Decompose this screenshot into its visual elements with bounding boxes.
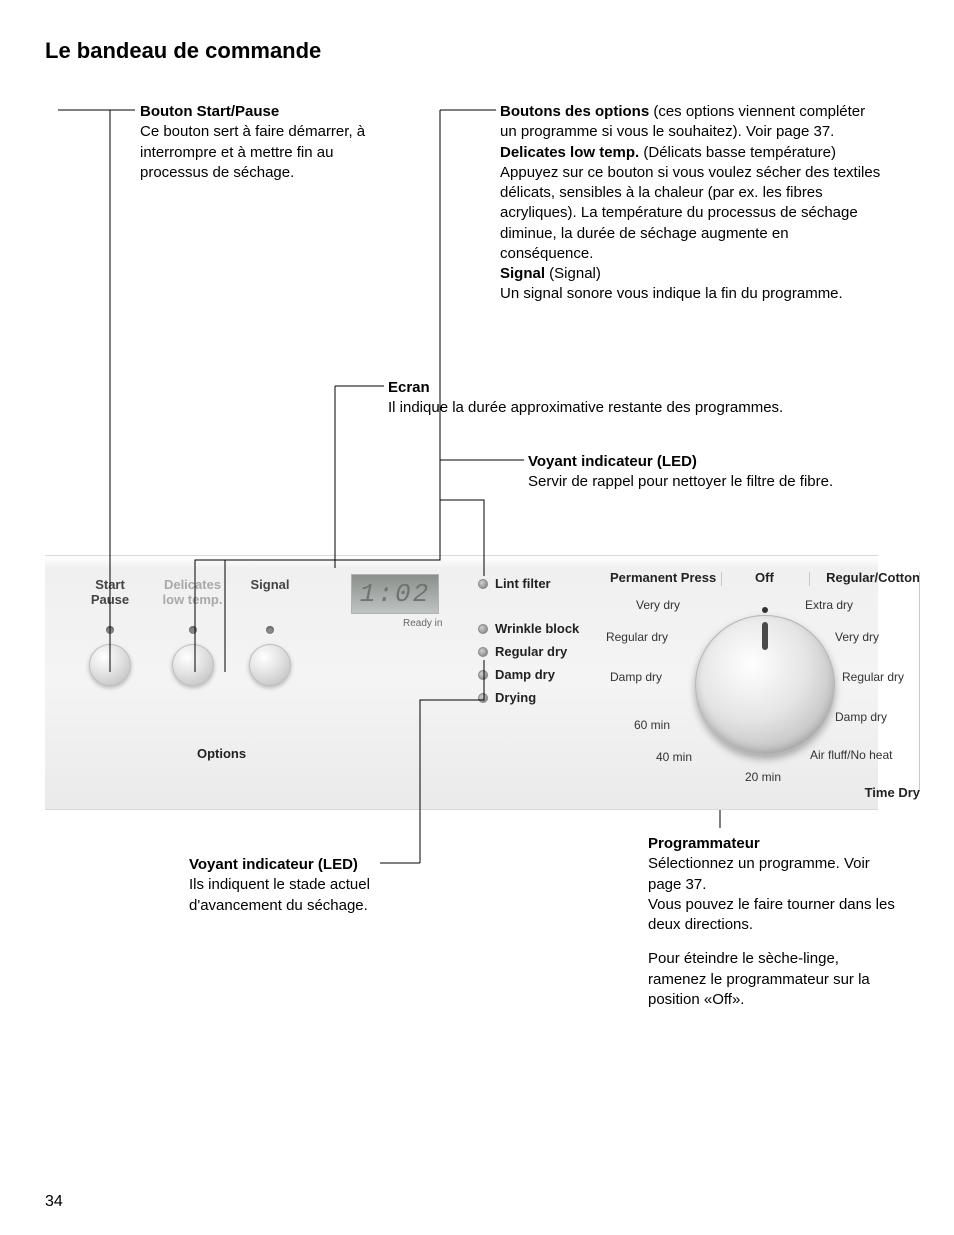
led-dot: [189, 626, 197, 634]
dial-label: 40 min: [656, 750, 692, 764]
lint-filter-led: Lint filter: [478, 576, 579, 591]
callout-subhead: Signal: [500, 265, 545, 282]
callout-heading: Voyant indicateur (LED): [189, 856, 358, 873]
callout-body: Vous pouvez le faire tourner dans les de…: [648, 896, 895, 933]
led-icon: [478, 693, 488, 703]
wrinkle-block-led: Wrinkle block: [478, 621, 579, 636]
program-dial[interactable]: [695, 615, 835, 755]
dial-label: 20 min: [745, 770, 781, 784]
dial-pointer-icon: [762, 607, 768, 613]
callout-body: Sélectionnez un programme. Voir page 37.: [648, 855, 870, 892]
start-pause-label: StartPause: [85, 578, 135, 608]
dial-label: Regular dry: [842, 670, 904, 684]
dial-label: Damp dry: [610, 670, 662, 684]
dial-label: Extra dry: [805, 598, 853, 612]
start-pause-column: StartPause: [85, 578, 135, 686]
page-number: 34: [45, 1193, 63, 1211]
dial-label: 60 min: [634, 718, 670, 732]
callout-body: Servir de rappel pour nettoyer le filtre…: [528, 473, 833, 490]
dial-label: Very dry: [636, 598, 680, 612]
dial-label: Regular dry: [606, 630, 668, 644]
dial-divider: [721, 572, 722, 586]
callout-body: Ce bouton sert à faire démarrer, à inter…: [140, 123, 365, 181]
callout-ecran: Ecran Il indique la durée approximative …: [388, 378, 888, 419]
control-panel: StartPause Delicateslow temp. Signal Opt…: [45, 555, 878, 810]
regular-cotton-heading: Regular/Cotton: [826, 570, 920, 585]
options-group-label: Options: [197, 746, 246, 761]
callout-programmateur: Programmateur Sélectionnez un programme.…: [648, 834, 898, 1010]
page-title: Le bandeau de commande: [45, 38, 321, 64]
callout-body: Un signal sonore vous indique la fin du …: [500, 285, 843, 302]
callout-body: Ils indiquent le stade actuel d'avanceme…: [189, 876, 370, 913]
time-dry-heading: Time Dry: [865, 785, 920, 800]
callout-heading: Ecran: [388, 379, 430, 396]
led-icon: [478, 647, 488, 657]
status-led-list: Lint filter Wrinkle block Regular dry Da…: [478, 576, 579, 713]
callout-stage-led: Voyant indicateur (LED) Ils indiquent le…: [189, 855, 409, 916]
callout-heading: Voyant indicateur (LED): [528, 453, 697, 470]
led-icon: [478, 670, 488, 680]
dial-label: Damp dry: [835, 710, 887, 724]
callout-subhead: Delicates low temp.: [500, 144, 639, 161]
delicates-label: Delicateslow temp.: [160, 578, 225, 608]
delicates-button[interactable]: [172, 644, 214, 686]
dial-divider: [809, 572, 810, 586]
callout-body: Pour éteindre le sèche-linge, ramenez le…: [648, 950, 870, 1008]
callout-body: Il indique la durée approximative restan…: [388, 399, 783, 416]
callout-lint-led: Voyant indicateur (LED) Servir de rappel…: [528, 452, 908, 493]
callout-heading: Bouton Start/Pause: [140, 103, 279, 120]
dial-divider: [919, 572, 920, 790]
signal-label: Signal: [245, 578, 295, 608]
ready-in-label: Ready in: [403, 618, 442, 629]
program-dial-area: Permanent Press Off Regular/Cotton Time …: [610, 570, 920, 800]
callout-start-pause: Bouton Start/Pause Ce bouton sert à fair…: [140, 102, 380, 183]
off-heading: Off: [755, 570, 774, 585]
led-icon: [478, 624, 488, 634]
regular-dry-led: Regular dry: [478, 644, 579, 659]
callout-text: (Délicats basse température): [639, 144, 836, 161]
signal-column: Signal: [245, 578, 295, 686]
callout-options: Boutons des options (ces options viennen…: [500, 102, 885, 305]
led-dot: [266, 626, 274, 634]
delicates-column: Delicateslow temp.: [160, 578, 225, 686]
start-pause-button[interactable]: [89, 644, 131, 686]
signal-button[interactable]: [249, 644, 291, 686]
callout-text: (Signal): [545, 265, 601, 282]
callout-heading: Boutons des options: [500, 103, 649, 120]
dial-label: Air fluff/No heat: [810, 748, 893, 762]
damp-dry-led: Damp dry: [478, 667, 579, 682]
drying-led: Drying: [478, 690, 579, 705]
dial-label: Very dry: [835, 630, 879, 644]
callout-heading: Programmateur: [648, 835, 760, 852]
led-icon: [478, 579, 488, 589]
time-display: 1:02: [351, 574, 439, 614]
perm-press-heading: Permanent Press: [610, 570, 716, 585]
callout-body: Appuyez sur ce bouton si vous voulez séc…: [500, 164, 880, 262]
led-dot: [106, 626, 114, 634]
